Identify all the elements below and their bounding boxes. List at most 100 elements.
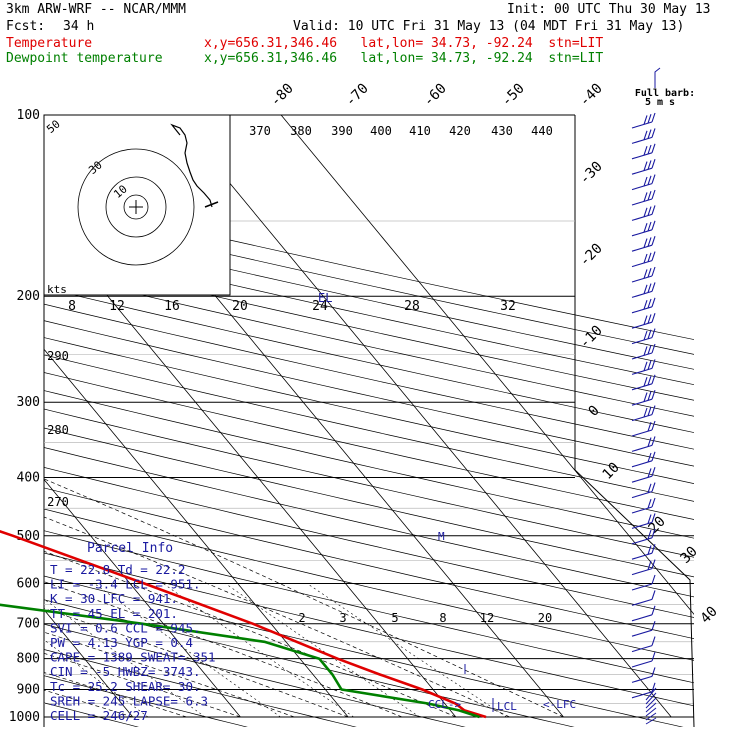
wind-barb <box>631 128 656 144</box>
isotherm-label-0: 0 <box>586 403 603 420</box>
wind-barb-flag <box>651 189 656 200</box>
wind-barb-flag <box>647 206 652 216</box>
wind-barb-shaft <box>631 537 653 545</box>
wind-barb <box>631 328 656 345</box>
wind-barb-flag <box>651 682 656 692</box>
dry-adiabat-340 <box>44 508 694 661</box>
isotherm-label-10: 10 <box>600 460 623 483</box>
parcel-info-line: Tc = 25.2 SHEAR= 30. <box>50 679 201 694</box>
theta-side-label-270: 270 <box>47 495 69 509</box>
init-time: Init: 00 UTC Thu 30 May 13 <box>507 2 711 17</box>
wind-barb-shaft <box>631 475 653 483</box>
wind-barb-flag <box>643 223 648 233</box>
pressure-label-300: 300 <box>17 395 40 410</box>
pressure-label-200: 200 <box>17 289 40 304</box>
hodograph-box <box>43 114 231 296</box>
dry-adiabat-370 <box>44 447 694 598</box>
surface-wind-barb <box>645 702 657 713</box>
wind-barb-flag <box>651 651 656 662</box>
dry-adiabat-480 <box>44 256 694 401</box>
theta-label-400: 400 <box>370 124 392 138</box>
dry-adiabat-420 <box>44 354 694 502</box>
wind-barb-flag <box>651 590 656 600</box>
wind-barb-flag <box>651 282 656 292</box>
wind-barb <box>631 590 656 606</box>
wind-barb-flag <box>647 529 652 540</box>
wind-barb-shaft <box>631 583 653 591</box>
wind-barb-shaft <box>631 568 653 576</box>
wind-barb <box>631 159 656 175</box>
dry-adiabat-470 <box>44 271 694 417</box>
isotherm-label--30: -30 <box>577 159 606 188</box>
wind-barb <box>631 667 656 683</box>
wind-barb-flag <box>643 115 648 125</box>
dry-adiabat-250 <box>0 115 40 730</box>
parcel-info-title: Parcel Info <box>87 541 173 556</box>
wind-barb-flag <box>647 514 652 524</box>
theta-side-label-280: 280 <box>47 423 69 437</box>
isotherm-20 <box>44 218 457 718</box>
wind-barb-shaft <box>631 121 653 129</box>
wind-barb-flag <box>651 266 656 277</box>
wind-barb <box>631 451 656 468</box>
wind-barb-flag <box>643 238 648 248</box>
isotherms <box>44 115 694 718</box>
parcel-info-line: T = 22.8 Td = 22.2 <box>50 562 185 577</box>
wind-barb-flag <box>647 129 652 139</box>
isotherm-label-30: 30 <box>678 544 701 567</box>
temperature-point-info: x,y=656.31,346.46 lat,lon= 34.73, -92.24… <box>204 36 604 51</box>
isotherm-label-40: 40 <box>698 604 721 627</box>
wind-barb-flag <box>647 175 652 185</box>
wind-barb-flag <box>647 406 652 416</box>
model-title: 3km ARW-WRF -- NCAR/MMM <box>6 2 187 17</box>
wind-barb-flag <box>651 236 656 246</box>
forecast-label: Fcst: <box>6 19 46 34</box>
wind-barb <box>631 482 656 499</box>
wind-barb-flag <box>647 499 652 509</box>
isotherm-40 <box>173 115 672 718</box>
wind-barb <box>631 143 656 160</box>
wind-barb-flag <box>651 497 656 508</box>
hodograph-axis-label-32: 32 <box>500 299 516 314</box>
wind-barb-flag <box>647 375 652 386</box>
wind-barb <box>631 297 656 314</box>
parcel-info-line: CAPE = 1389 SWEAT= 351 <box>50 650 216 665</box>
pressure-label-400: 400 <box>17 470 40 485</box>
wind-barb <box>631 343 656 360</box>
wind-barb <box>631 390 656 406</box>
surface-wind-barb <box>645 707 657 717</box>
hodograph-ring-middle <box>105 176 167 238</box>
dry-adiabat-380 <box>44 427 694 578</box>
wind-barb <box>631 189 656 206</box>
wind-barb-shaft <box>631 398 653 406</box>
dry-adiabat-280 <box>44 649 357 727</box>
wind-barb-flag <box>651 636 656 646</box>
wind-barb-flag <box>647 160 652 170</box>
parcel-info-line: CELL = 246/27 <box>50 708 148 723</box>
surface-wind-barb <box>645 697 657 709</box>
wind-barb-shaft <box>631 260 653 268</box>
wind-barb-flag <box>647 360 652 370</box>
forecast-hour: 34 h <box>63 19 95 34</box>
wind-barb-shaft <box>631 306 653 314</box>
isotherm-label--70: -70 <box>343 81 372 110</box>
isotherm-label--20: -20 <box>577 241 606 270</box>
wind-barb-flag <box>651 297 656 307</box>
moist-adiabat-20 <box>44 550 456 718</box>
wind-barb <box>631 266 656 283</box>
hodograph-axis-label-12: 12 <box>109 299 125 314</box>
wind-barb-shaft <box>631 244 653 252</box>
surface-wind-barb <box>645 717 657 725</box>
wind-barb-shaft <box>631 183 653 191</box>
wind-barb-shaft <box>631 521 653 529</box>
wind-barb-flag <box>651 112 656 123</box>
dry-adiabat-440 <box>44 320 694 467</box>
hodograph-axis-label-16: 16 <box>164 299 180 314</box>
plot-lower-right-border <box>574 469 695 728</box>
mixing-ratio-label-3: 3 <box>339 611 346 625</box>
theta-label-440: 440 <box>531 124 553 138</box>
mixing-ratio-label-8: 8 <box>439 611 446 625</box>
wind-barb-flag <box>651 205 656 215</box>
wind-barb-flag <box>647 237 652 247</box>
wind-barb-flag <box>643 130 648 140</box>
